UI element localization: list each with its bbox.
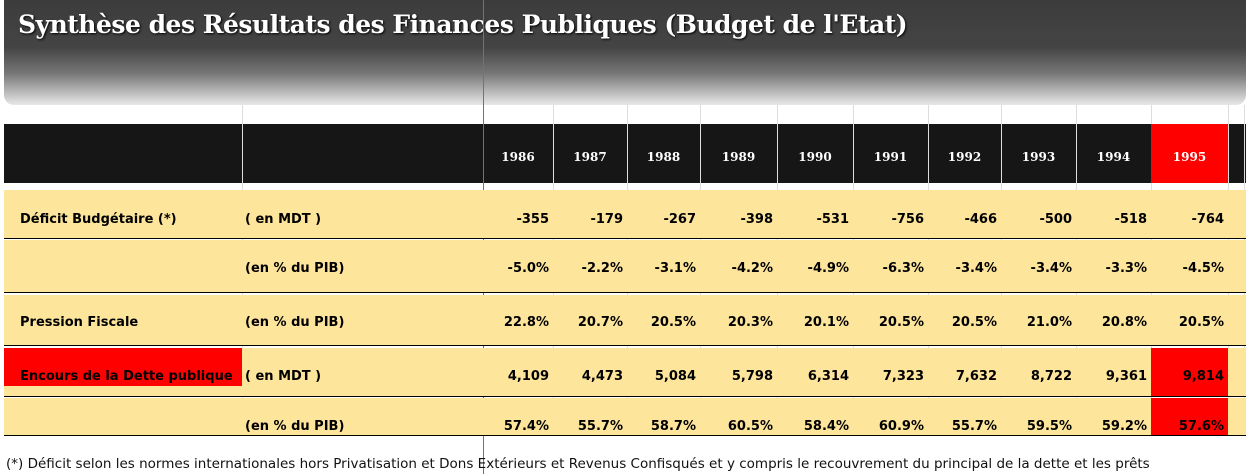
value-cell: 57.6% [1178,419,1224,434]
value-cell: -518 [1114,212,1147,227]
value-cell: -4.9% [807,261,849,276]
unit-label: ( en MDT ) [245,369,322,384]
row-band [4,190,1246,238]
value-cell: -4.5% [1182,261,1224,276]
row-rule [4,435,1246,436]
value-cell: 9,814 [1182,369,1224,384]
row-rule [4,238,1246,239]
value-cell: -756 [891,212,924,227]
value-cell: 5,798 [731,369,773,384]
unit-label: (en % du PIB) [245,419,345,434]
year-header: 1993 [1021,150,1056,164]
unit-label: (en % du PIB) [245,261,345,276]
value-cell: 9,361 [1105,369,1147,384]
value-cell: 20.8% [1101,315,1147,330]
value-cell: 55.7% [577,419,623,434]
unit-label: (en % du PIB) [245,315,345,330]
value-cell: 20.5% [1178,315,1224,330]
value-cell: 58.4% [803,419,849,434]
value-cell: 58.7% [650,419,696,434]
value-cell: -5.0% [507,261,549,276]
value-cell: 60.5% [727,419,773,434]
year-header: 1992 [947,150,982,164]
header-row [4,124,1246,183]
row-band [4,240,1246,292]
year-header: 1988 [646,150,681,164]
value-cell: 20.5% [878,315,924,330]
value-cell: 5,084 [654,369,696,384]
value-cell: 8,722 [1030,369,1072,384]
value-cell: -2.2% [581,261,623,276]
value-cell: 21.0% [1026,315,1072,330]
row-label: Encours de la Dette publique [20,369,233,384]
value-cell: 55.7% [951,419,997,434]
value-cell: -4.2% [731,261,773,276]
value-cell: 7,632 [955,369,997,384]
year-header: 1995 [1172,150,1207,164]
value-cell: -531 [816,212,849,227]
value-cell: 7,323 [882,369,924,384]
value-cell: -3.1% [654,261,696,276]
footnote: (*) Déficit selon les normes internation… [6,456,1150,472]
unit-label: ( en MDT ) [245,212,322,227]
value-cell: 4,473 [581,369,623,384]
row-rule [4,292,1246,293]
row-label: Pression Fiscale [20,315,139,330]
value-cell: -3.4% [1030,261,1072,276]
value-cell: 57.4% [503,419,549,434]
value-cell: 20.5% [951,315,997,330]
value-cell: 20.5% [650,315,696,330]
value-cell: -466 [964,212,997,227]
highlight [4,348,242,386]
value-cell: -764 [1191,212,1224,227]
value-cell: -3.4% [955,261,997,276]
year-header: 1994 [1096,150,1131,164]
year-header: 1986 [501,150,535,164]
title: Synthèse des Résultats des Finances Publ… [18,10,908,39]
value-cell: 59.2% [1101,419,1147,434]
value-cell: -179 [590,212,623,227]
row-label: Déficit Budgétaire (*) [20,212,177,227]
value-cell: 4,109 [507,369,549,384]
highlight [1151,124,1228,183]
value-cell: 59.5% [1026,419,1072,434]
row-band [4,295,1246,345]
value-cell: -355 [516,212,549,227]
value-cell: -6.3% [882,261,924,276]
value-cell: 20.1% [803,315,849,330]
title-bar [4,0,1246,105]
year-header: 1989 [721,150,756,164]
year-header: 1991 [873,150,908,164]
highlight [1151,398,1228,435]
year-header: 1987 [573,150,607,164]
value-cell: -398 [740,212,773,227]
row-band [4,398,1246,435]
year-header: 1990 [798,150,832,164]
value-cell: 22.8% [503,315,549,330]
value-cell: 60.9% [878,419,924,434]
row-rule [4,396,1246,397]
value-cell: 20.3% [727,315,773,330]
value-cell: -500 [1039,212,1072,227]
value-cell: 20.7% [577,315,623,330]
value-cell: -3.3% [1105,261,1147,276]
highlight [1151,348,1228,396]
row-rule [4,345,1246,346]
value-cell: 6,314 [807,369,849,384]
value-cell: -267 [663,212,696,227]
